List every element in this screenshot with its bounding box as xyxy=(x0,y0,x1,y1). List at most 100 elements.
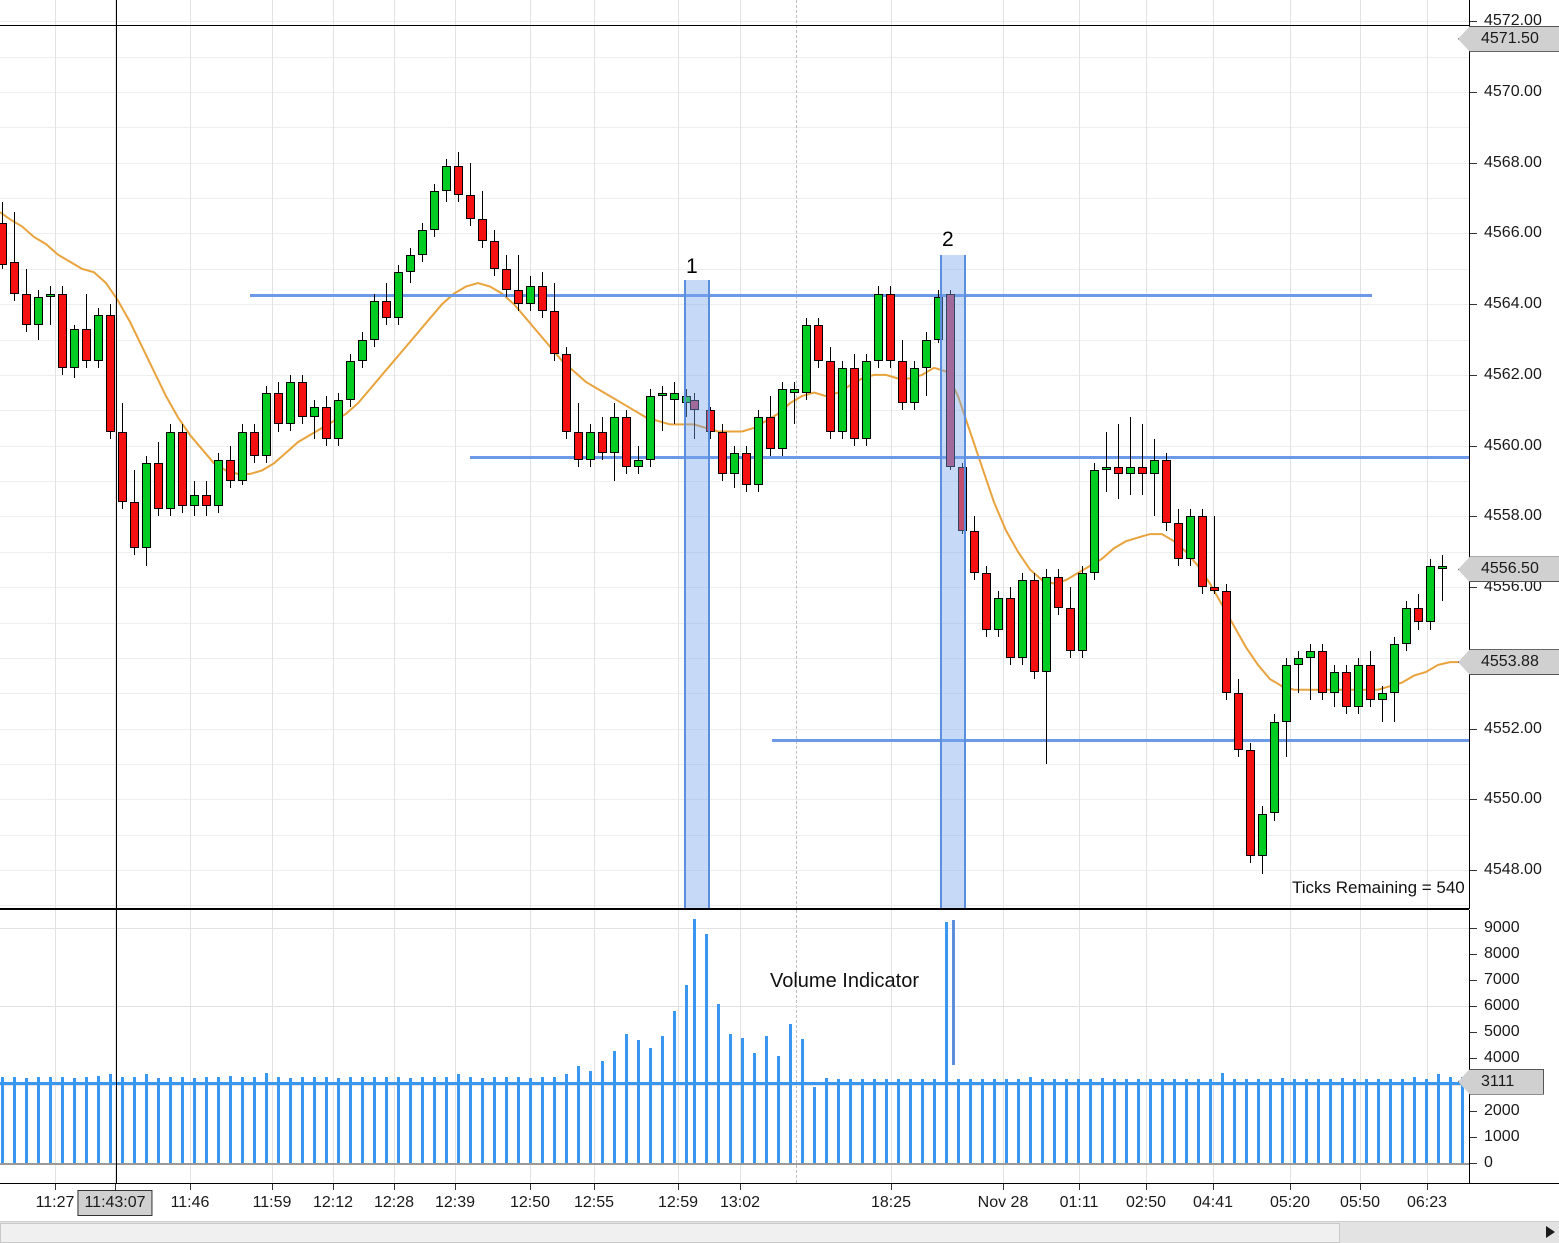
candlestick[interactable] xyxy=(789,0,799,909)
candlestick[interactable] xyxy=(1041,0,1051,909)
candlestick[interactable] xyxy=(93,0,103,909)
candlestick[interactable] xyxy=(57,0,67,909)
candlestick[interactable] xyxy=(689,0,699,909)
candlestick[interactable] xyxy=(477,0,487,909)
candlestick[interactable] xyxy=(1101,0,1111,909)
candlestick[interactable] xyxy=(801,0,811,909)
candlestick[interactable] xyxy=(453,0,463,909)
candlestick[interactable] xyxy=(1017,0,1027,909)
resistance-line-1[interactable] xyxy=(250,293,1372,297)
candlestick[interactable] xyxy=(0,0,7,909)
candlestick[interactable] xyxy=(153,0,163,909)
candlestick[interactable] xyxy=(237,0,247,909)
candlestick[interactable] xyxy=(1149,0,1159,909)
candlestick[interactable] xyxy=(1053,0,1063,909)
candlestick[interactable] xyxy=(1401,0,1411,909)
candlestick[interactable] xyxy=(681,0,691,909)
candlestick[interactable] xyxy=(861,0,871,909)
candlestick[interactable] xyxy=(1245,0,1255,909)
candlestick[interactable] xyxy=(765,0,775,909)
candlestick[interactable] xyxy=(1341,0,1351,909)
candlestick[interactable] xyxy=(537,0,547,909)
candlestick[interactable] xyxy=(957,0,967,909)
candlestick[interactable] xyxy=(1113,0,1123,909)
candlestick[interactable] xyxy=(21,0,31,909)
candlestick[interactable] xyxy=(501,0,511,909)
candlestick[interactable] xyxy=(321,0,331,909)
candlestick[interactable] xyxy=(1353,0,1363,909)
candlestick[interactable] xyxy=(345,0,355,909)
time-axis[interactable]: 11:27 11:43:07 11:46 11:59 12:12 12:28 12:39 12… xyxy=(0,1183,1559,1221)
candlestick[interactable] xyxy=(1281,0,1291,909)
candlestick[interactable] xyxy=(609,0,619,909)
candlestick[interactable] xyxy=(129,0,139,909)
candlestick[interactable] xyxy=(561,0,571,909)
scrollbar-thumb[interactable] xyxy=(0,1223,1340,1243)
candlestick[interactable] xyxy=(549,0,559,909)
candlestick[interactable] xyxy=(1089,0,1099,909)
support-line-1[interactable] xyxy=(470,456,1469,460)
candlestick[interactable] xyxy=(297,0,307,909)
candlestick[interactable] xyxy=(1185,0,1195,909)
candlestick[interactable] xyxy=(969,0,979,909)
candlestick[interactable] xyxy=(1317,0,1327,909)
candlestick[interactable] xyxy=(1425,0,1435,909)
candlestick[interactable] xyxy=(441,0,451,909)
moving-average-tag[interactable]: 4553.88 xyxy=(1458,649,1559,676)
candlestick[interactable] xyxy=(177,0,187,909)
candlestick[interactable] xyxy=(117,0,127,909)
candlestick[interactable] xyxy=(33,0,43,909)
candlestick[interactable] xyxy=(1257,0,1267,909)
candlestick[interactable] xyxy=(1161,0,1171,909)
candlestick[interactable] xyxy=(1197,0,1207,909)
candlestick[interactable] xyxy=(1329,0,1339,909)
candlestick[interactable] xyxy=(1413,0,1423,909)
candlestick[interactable] xyxy=(285,0,295,909)
candlestick[interactable] xyxy=(45,0,55,909)
candlestick[interactable] xyxy=(9,0,19,909)
candlestick[interactable] xyxy=(1005,0,1015,909)
selection-band-1[interactable] xyxy=(684,280,710,909)
support-line-2[interactable] xyxy=(772,739,1469,743)
candlestick[interactable] xyxy=(669,0,679,909)
candlestick[interactable] xyxy=(369,0,379,909)
candlestick[interactable] xyxy=(897,0,907,909)
price-chart-pane[interactable]: 1 2 Ticks Remaining = 540 xyxy=(0,0,1469,909)
candlestick[interactable] xyxy=(717,0,727,909)
candlestick[interactable] xyxy=(213,0,223,909)
candlestick[interactable] xyxy=(1173,0,1183,909)
candlestick[interactable] xyxy=(69,0,79,909)
candlestick[interactable] xyxy=(1209,0,1219,909)
candlestick[interactable] xyxy=(1125,0,1135,909)
candlestick[interactable] xyxy=(777,0,787,909)
candlestick[interactable] xyxy=(525,0,535,909)
candlestick[interactable] xyxy=(381,0,391,909)
candlestick[interactable] xyxy=(933,0,943,909)
price-axis[interactable]: 4572.00 4570.00 4568.00 4566.00 4564.00 4562.… xyxy=(1458,0,1559,909)
candlestick[interactable] xyxy=(1221,0,1231,909)
candlestick[interactable] xyxy=(513,0,523,909)
candlestick[interactable] xyxy=(465,0,475,909)
volume-axis[interactable]: 9000 8000 7000 6000 5000 4000 2000 1000 0 3111 xyxy=(1458,910,1559,1183)
horizontal-scrollbar[interactable] xyxy=(0,1221,1559,1243)
candlestick[interactable] xyxy=(1377,0,1387,909)
candlestick[interactable] xyxy=(1389,0,1399,909)
candlestick[interactable] xyxy=(909,0,919,909)
candlestick[interactable] xyxy=(573,0,583,909)
candlestick[interactable] xyxy=(201,0,211,909)
candlestick[interactable] xyxy=(189,0,199,909)
candlestick[interactable] xyxy=(1365,0,1375,909)
candlestick[interactable] xyxy=(729,0,739,909)
candlestick[interactable] xyxy=(81,0,91,909)
candlestick[interactable] xyxy=(393,0,403,909)
candlestick[interactable] xyxy=(1065,0,1075,909)
candlestick[interactable] xyxy=(873,0,883,909)
candlestick[interactable] xyxy=(837,0,847,909)
selection-band-2[interactable] xyxy=(940,255,966,909)
candlestick[interactable] xyxy=(417,0,427,909)
triangle-right-icon[interactable] xyxy=(1546,1226,1555,1238)
candlestick[interactable] xyxy=(405,0,415,909)
candlestick[interactable] xyxy=(1293,0,1303,909)
candlestick[interactable] xyxy=(489,0,499,909)
candlestick[interactable] xyxy=(753,0,763,909)
